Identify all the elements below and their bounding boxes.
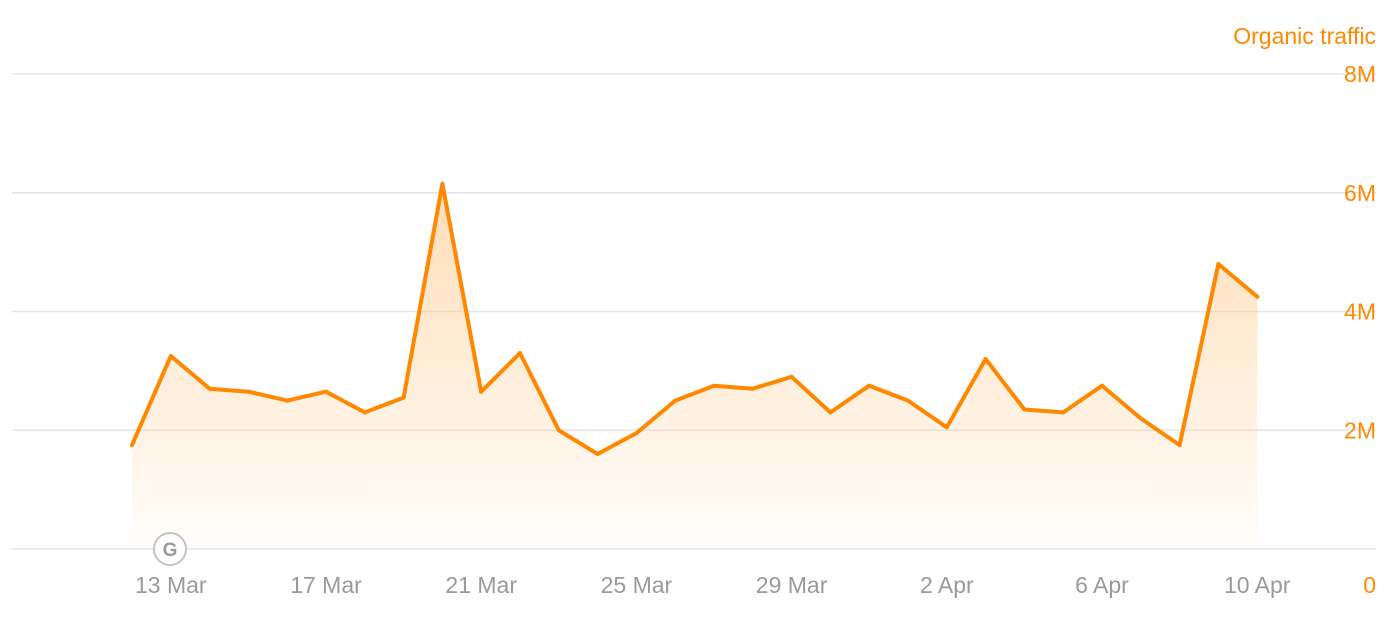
google-update-icon[interactable]: G bbox=[153, 532, 187, 566]
x-tick-label: 13 Mar bbox=[135, 572, 207, 598]
series-line bbox=[130, 181, 1260, 456]
data-point[interactable] bbox=[246, 389, 251, 394]
line-layer bbox=[130, 181, 1260, 456]
y-tick-label: 0 bbox=[1363, 572, 1376, 598]
x-tick-label: 17 Mar bbox=[290, 572, 362, 598]
annotation-label: G bbox=[163, 540, 178, 561]
data-point[interactable] bbox=[634, 431, 639, 436]
x-tick-label: 2 Apr bbox=[920, 572, 974, 598]
x-tick-label: 29 Mar bbox=[756, 572, 828, 598]
data-point[interactable] bbox=[401, 395, 406, 400]
data-point[interactable] bbox=[285, 398, 290, 403]
x-tick-label: 21 Mar bbox=[445, 572, 517, 598]
data-point[interactable] bbox=[906, 398, 910, 403]
data-point[interactable] bbox=[1255, 294, 1260, 299]
data-point[interactable] bbox=[1216, 262, 1221, 266]
data-point[interactable] bbox=[750, 386, 755, 391]
data-point[interactable] bbox=[1177, 443, 1182, 448]
data-point[interactable] bbox=[1138, 416, 1143, 421]
data-point[interactable] bbox=[479, 389, 484, 394]
series-area bbox=[132, 183, 1258, 550]
data-point[interactable] bbox=[712, 383, 716, 388]
annotation-circle bbox=[153, 532, 187, 566]
y-tick-label: 2M bbox=[1344, 417, 1376, 443]
data-point[interactable] bbox=[595, 452, 600, 456]
data-point[interactable] bbox=[1100, 383, 1104, 388]
x-tick-label: 6 Apr bbox=[1075, 572, 1129, 598]
data-point[interactable] bbox=[518, 351, 522, 356]
data-point[interactable] bbox=[556, 428, 561, 433]
data-point[interactable] bbox=[168, 354, 173, 359]
y-tick-label: 4M bbox=[1344, 299, 1376, 325]
data-point[interactable] bbox=[324, 389, 328, 394]
x-tick-label: 10 Apr bbox=[1224, 572, 1291, 598]
data-point[interactable] bbox=[362, 410, 367, 415]
x-tick-label: 25 Mar bbox=[601, 572, 673, 598]
points-layer bbox=[130, 181, 1260, 456]
data-point[interactable] bbox=[1061, 410, 1066, 415]
annotation-layer: G bbox=[153, 532, 187, 566]
data-point[interactable] bbox=[207, 386, 212, 391]
data-point[interactable] bbox=[130, 443, 134, 448]
area-layer bbox=[132, 183, 1258, 550]
x-tick-layer: 13 Mar 17 Mar 21 Mar 25 Mar 29 Mar 2 Apr 6 Apr… bbox=[135, 572, 1291, 598]
data-point[interactable] bbox=[867, 383, 872, 388]
data-point[interactable] bbox=[1022, 407, 1027, 412]
data-point[interactable] bbox=[944, 425, 949, 430]
data-point[interactable] bbox=[440, 181, 445, 186]
y-tick-label: 8M bbox=[1344, 61, 1376, 87]
data-point[interactable] bbox=[983, 357, 988, 361]
y-tick-layer: 0 2M 4M 6M 8M bbox=[1344, 61, 1376, 598]
y-tick-label: 6M bbox=[1344, 180, 1376, 206]
data-point[interactable] bbox=[789, 374, 794, 379]
data-point[interactable] bbox=[673, 398, 678, 403]
series-title: Organic traffic bbox=[1233, 23, 1376, 49]
data-point[interactable] bbox=[828, 410, 833, 415]
